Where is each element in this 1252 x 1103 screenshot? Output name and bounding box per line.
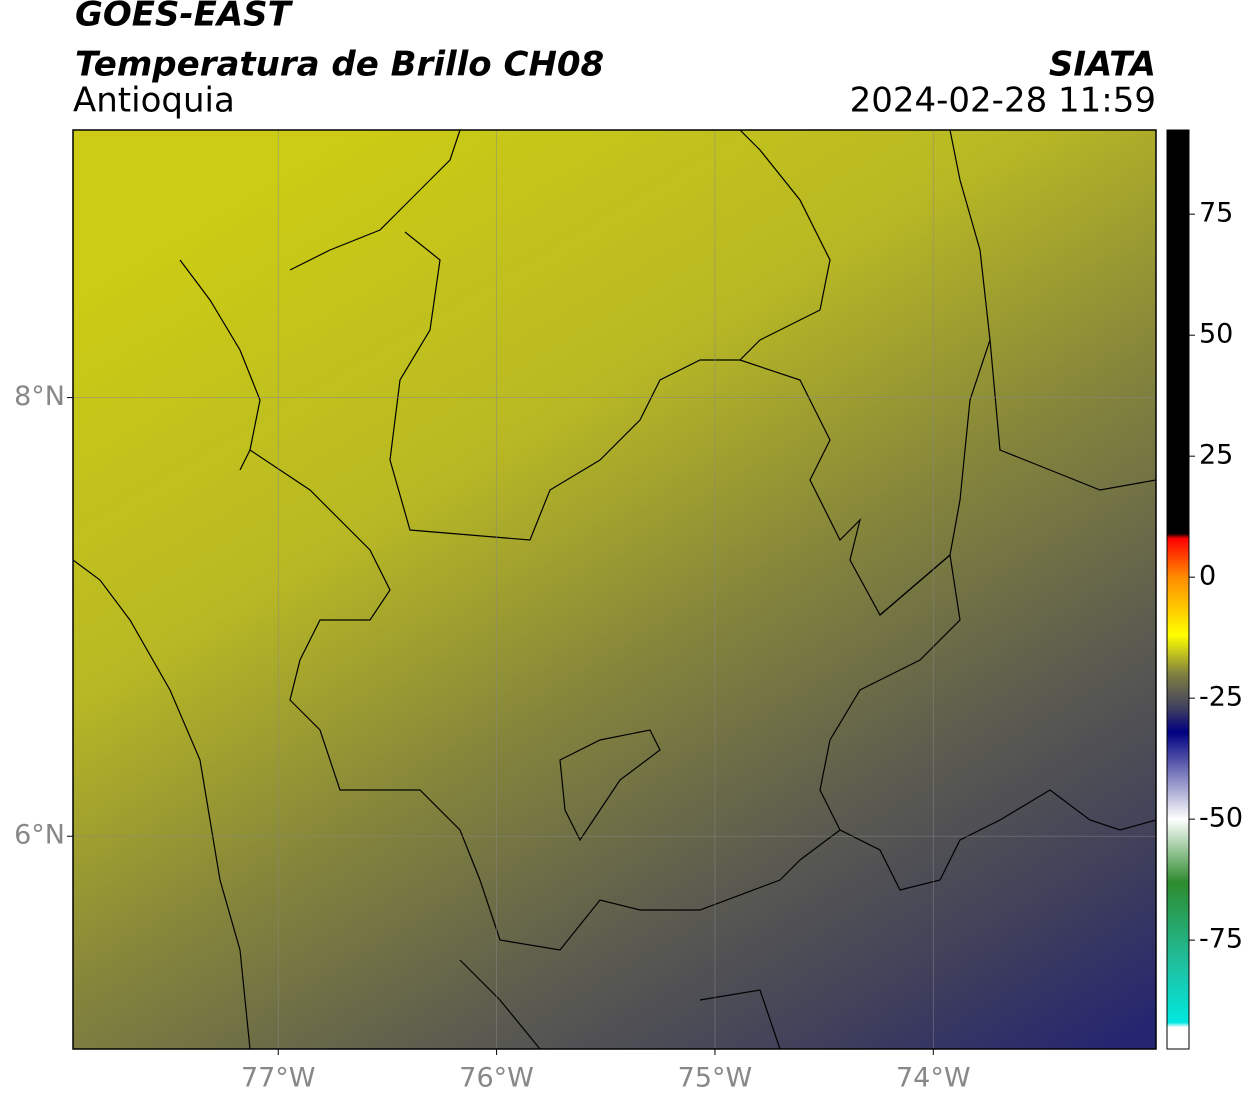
map-frame [72, 129, 1157, 1050]
temperature-field [73, 130, 1156, 1049]
colorbar [1166, 129, 1190, 1050]
y-tick-label: 6°N [14, 820, 65, 851]
borders [73, 130, 1156, 1049]
x-tick-label: 75°W [678, 1063, 753, 1094]
y-tick-label: 8°N [14, 381, 65, 412]
x-tick-label: 76°W [459, 1063, 534, 1094]
subtitle: Temperatura de Brillo CH08 [75, 45, 604, 85]
colorbar-tick-label: -50 [1199, 803, 1243, 834]
source: SIATA [1049, 45, 1156, 85]
datetime: 2024-02-28 11:59 [850, 81, 1156, 121]
map-field [73, 130, 1156, 1049]
colorbar-tick-label: 75 [1199, 198, 1233, 229]
colorbar-tick-label: -75 [1199, 924, 1243, 955]
colorbar-tick-label: 25 [1199, 440, 1233, 471]
colorbar-tick-label: -25 [1199, 682, 1243, 713]
x-tick-label: 74°W [896, 1063, 971, 1094]
region: Antioquia [73, 81, 235, 121]
colorbar-tick-label: 0 [1199, 561, 1216, 592]
colorbar-tick-label: 50 [1199, 319, 1233, 350]
grid [73, 130, 1156, 1049]
x-tick-label: 77°W [241, 1063, 316, 1094]
title: GOES-EAST [75, 0, 294, 35]
